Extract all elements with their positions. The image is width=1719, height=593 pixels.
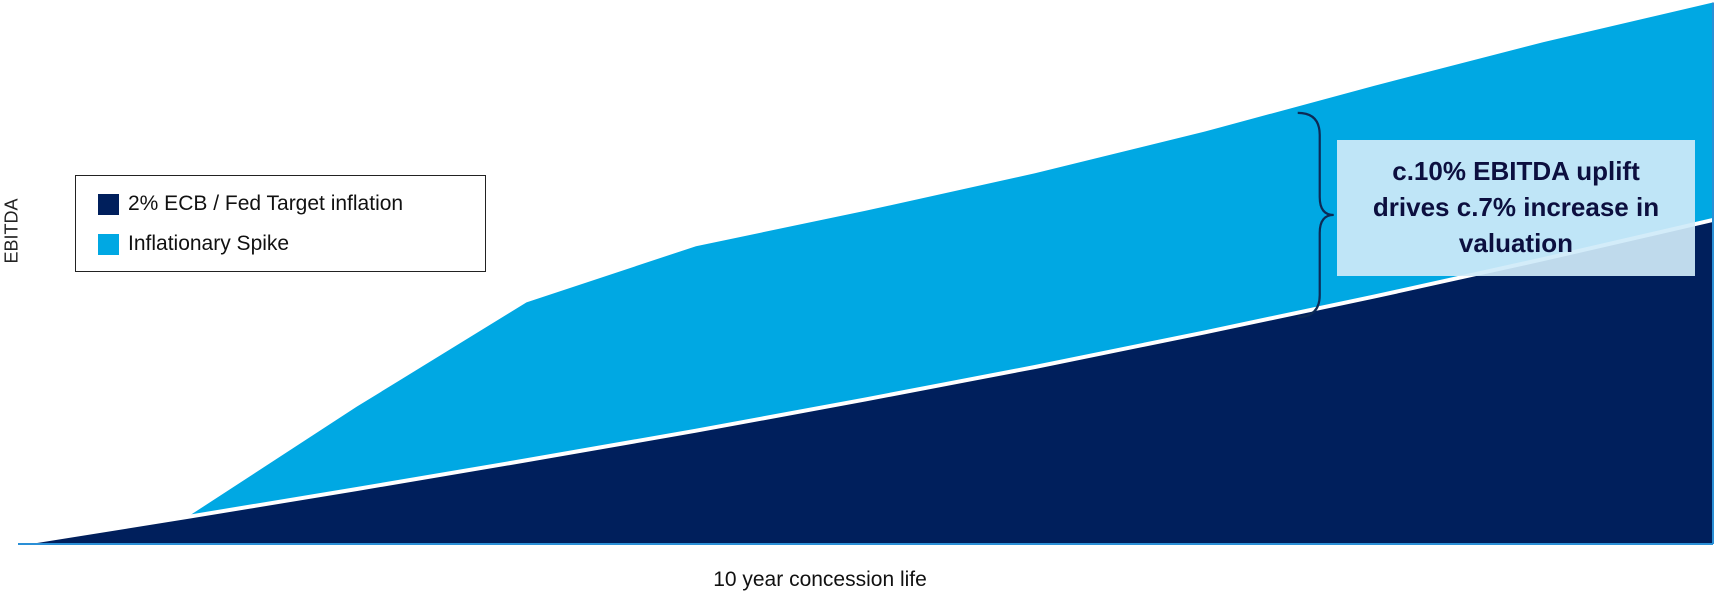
- uplift-brace: [1297, 111, 1334, 319]
- annotation-text: c.10% EBITDA uplift drives c.7% increase…: [1372, 156, 1660, 258]
- series-layer: [17, 2, 1714, 546]
- legend: 2% ECB / Fed Target inflation Inflationa…: [75, 175, 486, 272]
- legend-item-inflationary-spike: Inflationary Spike: [98, 232, 289, 256]
- y-axis-label: EBITDA: [1, 198, 22, 264]
- legend-label-inflationary-spike: Inflationary Spike: [128, 232, 290, 255]
- legend-swatch-target-inflation: [98, 193, 119, 215]
- legend-swatch-inflationary-spike: [98, 233, 119, 255]
- series-area-target-inflation: [18, 219, 1713, 544]
- legend-label-target-inflation: 2% ECB / Fed Target inflation: [128, 192, 404, 215]
- annotation-callout: c.10% EBITDA uplift drives c.7% increase…: [1337, 140, 1695, 276]
- overlay-layer: [18, 2, 1714, 545]
- legend-item-target-inflation: 2% ECB / Fed Target inflation: [98, 192, 403, 216]
- x-axis-label: 10 year concession life: [713, 568, 927, 591]
- series-area-inflationary-spike: [187, 2, 1713, 517]
- series-line-target-inflation: [17, 217, 1714, 546]
